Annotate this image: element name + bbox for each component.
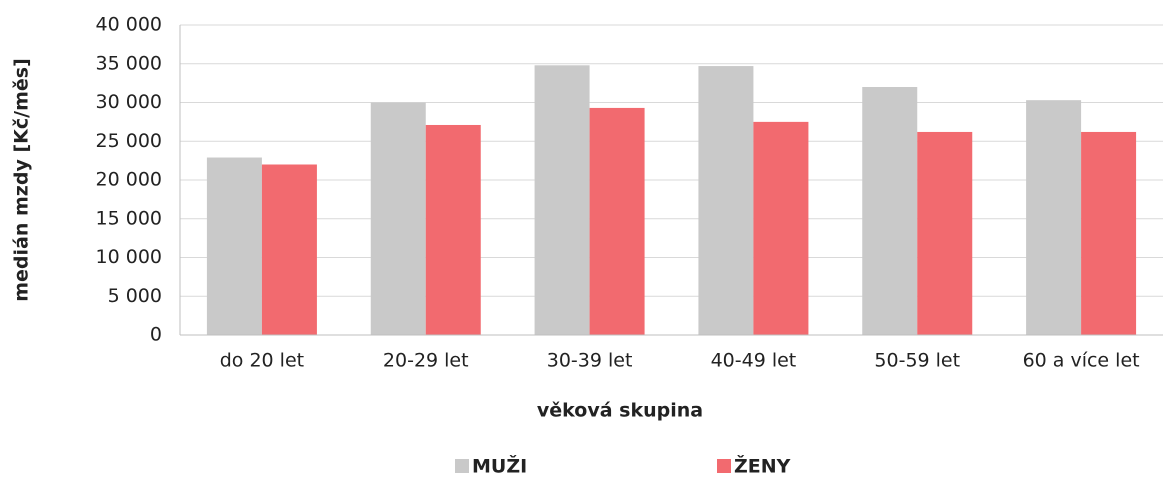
y-tick-label: 0 <box>150 324 162 346</box>
y-axis-title: medián mzdy [Kč/měs] <box>11 58 33 302</box>
x-tick-label: 50-59 let <box>874 350 960 372</box>
bar <box>370 102 426 335</box>
legend-label: ŽENY <box>734 455 791 477</box>
legend-swatch <box>455 459 469 473</box>
legend-label: MUŽI <box>472 455 527 477</box>
bar <box>862 87 918 335</box>
legend-swatch <box>717 459 731 473</box>
y-tick-label: 5 000 <box>108 285 162 307</box>
x-tick-label: 60 a více let <box>1023 350 1140 372</box>
bar <box>1081 131 1137 335</box>
bar <box>753 121 809 335</box>
x-axis-title: věková skupina <box>537 400 703 422</box>
x-tick-label: 20-29 let <box>383 350 469 372</box>
bar <box>698 66 754 335</box>
bar <box>534 65 590 336</box>
bar <box>425 124 481 335</box>
y-tick-label: 25 000 <box>96 130 162 152</box>
bar <box>1026 100 1082 335</box>
y-tick-label: 15 000 <box>96 207 162 229</box>
y-tick-label: 30 000 <box>96 91 162 113</box>
x-tick-label: do 20 let <box>220 350 304 372</box>
y-tick-label: 20 000 <box>96 169 162 191</box>
x-tick-label: 40-49 let <box>711 350 797 372</box>
x-tick-label: 30-39 let <box>547 350 633 372</box>
bar <box>917 131 973 335</box>
bar <box>261 164 317 335</box>
y-tick-label: 35 000 <box>96 52 162 74</box>
y-tick-label: 10 000 <box>96 246 162 268</box>
bar <box>589 107 645 335</box>
bar <box>206 157 262 335</box>
y-tick-label: 40 000 <box>96 14 162 36</box>
